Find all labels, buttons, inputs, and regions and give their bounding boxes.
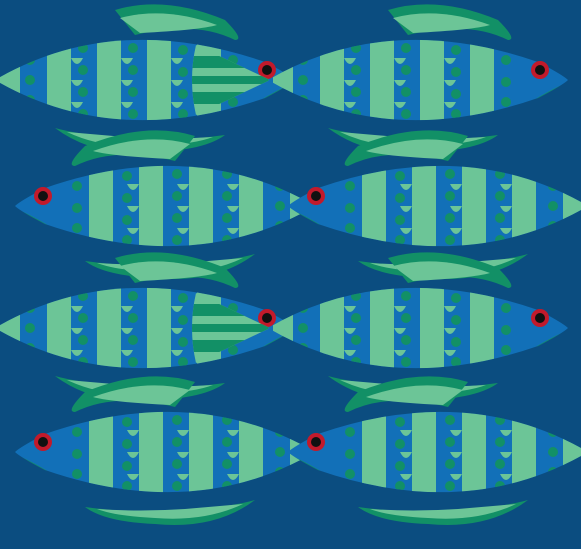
fish-pattern-illustration [0,0,581,532]
